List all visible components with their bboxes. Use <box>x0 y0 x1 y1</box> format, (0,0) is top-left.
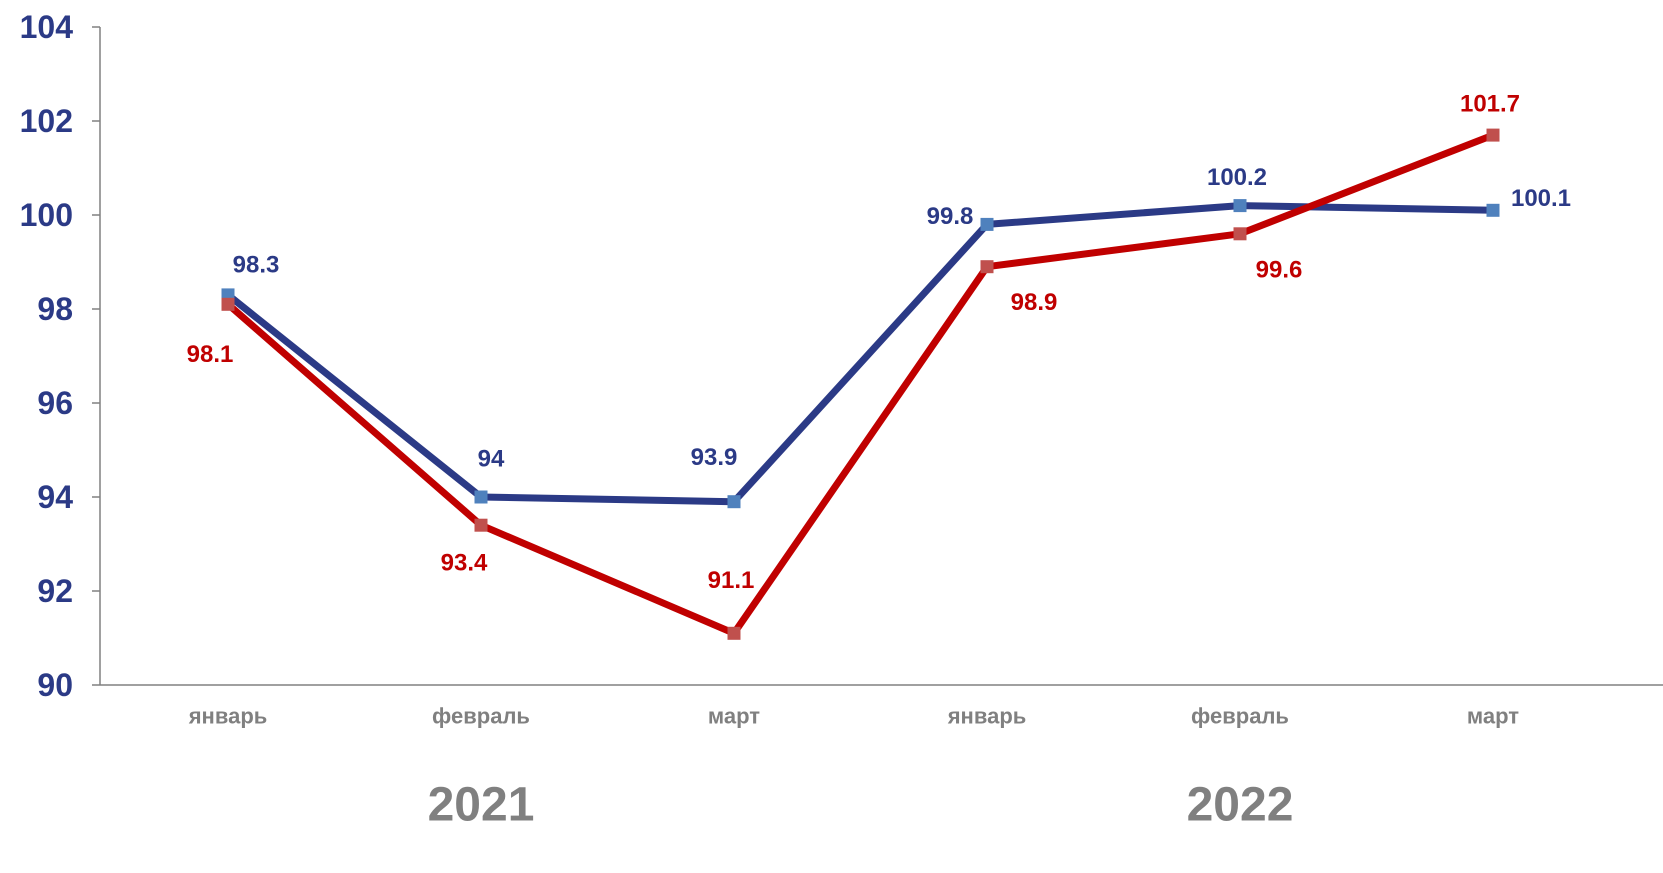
x-tick-label: январь <box>188 704 268 729</box>
series-2-data-label: 98.1 <box>187 341 234 368</box>
series-2-data-label: 101.7 <box>1460 91 1520 118</box>
series-1-data-label: 98.3 <box>233 251 280 278</box>
series-layer <box>221 128 1500 640</box>
y-tick-label: 104 <box>20 9 74 45</box>
series-1-data-label: 100.2 <box>1207 164 1267 191</box>
y-tick-label: 96 <box>37 385 73 421</box>
x-tick-label: март <box>1467 704 1519 729</box>
y-tick-label: 98 <box>37 291 73 327</box>
x-tick-label: март <box>708 704 760 729</box>
series-1-data-label: 99.8 <box>927 203 974 230</box>
series-2-data-label: 98.9 <box>1011 289 1058 316</box>
x-tick-label: февраль <box>432 704 530 729</box>
y-tick-label: 92 <box>37 573 73 609</box>
axes <box>99 27 1663 686</box>
y-tick-label: 94 <box>37 479 73 515</box>
series-1-line <box>224 202 1497 506</box>
series-1-data-label: 93.9 <box>691 444 738 471</box>
series-2-data-label: 99.6 <box>1256 256 1303 283</box>
series-2-marker <box>474 518 488 532</box>
series-2-marker <box>980 260 994 274</box>
year-group-label: 2022 <box>1187 779 1294 832</box>
series-1-marker <box>980 217 994 231</box>
y-tick-label: 100 <box>20 197 73 233</box>
series-1-marker <box>727 495 741 509</box>
series-2-marker <box>1486 128 1500 142</box>
series-1-marker <box>1233 199 1247 213</box>
series-1-marker <box>1486 203 1500 217</box>
series-2-marker <box>727 626 741 640</box>
series-2-line <box>224 131 1497 637</box>
series-2-marker <box>1233 227 1247 241</box>
y-axis-ticks: 90 92 94 96 98 100 102 104 <box>20 9 100 703</box>
series-2-marker <box>221 297 235 311</box>
year-groups: 2021 2022 <box>428 779 1294 832</box>
year-group-label: 2021 <box>428 779 535 832</box>
x-axis-ticks: январь февраль март январь февраль март <box>188 704 1520 729</box>
x-tick-label: январь <box>947 704 1027 729</box>
y-tick-label: 90 <box>37 667 73 703</box>
series-1-data-label: 94 <box>478 446 505 473</box>
series-1-data-label: 100.1 <box>1511 185 1571 212</box>
x-tick-label: февраль <box>1191 704 1289 729</box>
series-1-marker <box>474 490 488 504</box>
y-tick-label: 102 <box>20 103 73 139</box>
data-labels-layer: 98.3 94 93.9 99.8 100.2 100.1 98.1 93.4 91.1 98.9… <box>187 91 1571 594</box>
series-2-data-label: 91.1 <box>708 567 755 594</box>
series-2-data-label: 93.4 <box>441 550 488 577</box>
